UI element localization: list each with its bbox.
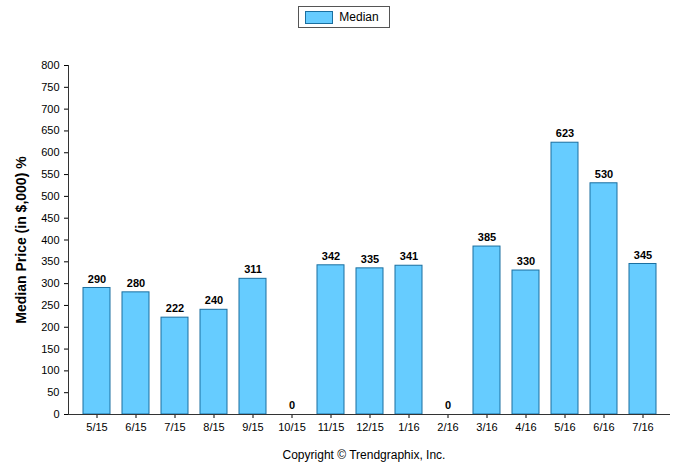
svg-text:2/16: 2/16 xyxy=(437,421,458,433)
svg-text:100: 100 xyxy=(41,364,59,376)
svg-text:311: 311 xyxy=(244,263,262,275)
svg-text:345: 345 xyxy=(634,249,652,261)
svg-text:5/15: 5/15 xyxy=(86,421,107,433)
svg-text:11/15: 11/15 xyxy=(318,421,345,433)
svg-text:335: 335 xyxy=(361,253,379,265)
svg-text:600: 600 xyxy=(41,146,59,158)
svg-text:7/16: 7/16 xyxy=(632,421,653,433)
svg-text:250: 250 xyxy=(41,299,59,311)
svg-text:650: 650 xyxy=(41,124,59,136)
html-text:Median: Median xyxy=(339,10,379,24)
svg-text:385: 385 xyxy=(478,231,496,243)
svg-text:Median Price (in $,000) %: Median Price (in $,000) % xyxy=(13,156,29,324)
svg-text:10/15: 10/15 xyxy=(278,421,306,433)
svg-text:290: 290 xyxy=(88,273,106,285)
svg-text:330: 330 xyxy=(517,255,535,267)
svg-text:1/16: 1/16 xyxy=(398,421,419,433)
svg-text:6/16: 6/16 xyxy=(593,421,614,433)
svg-text:50: 50 xyxy=(47,386,59,398)
svg-text:400: 400 xyxy=(41,234,59,246)
svg-text:200: 200 xyxy=(41,321,59,333)
svg-text:222: 222 xyxy=(166,302,184,314)
svg-text:4/16: 4/16 xyxy=(515,421,536,433)
html-text:Copyright © Trendgraphix, Inc.: Copyright © Trendgraphix, Inc. xyxy=(282,448,446,462)
svg-text:8/15: 8/15 xyxy=(203,421,224,433)
svg-text:500: 500 xyxy=(41,190,59,202)
svg-text:450: 450 xyxy=(41,212,59,224)
svg-text:3/16: 3/16 xyxy=(476,421,497,433)
svg-text:800: 800 xyxy=(41,59,59,71)
svg-text:0: 0 xyxy=(53,408,59,420)
svg-text:6/15: 6/15 xyxy=(125,421,146,433)
svg-text:700: 700 xyxy=(41,103,59,115)
svg-text:300: 300 xyxy=(41,277,59,289)
svg-text:550: 550 xyxy=(41,168,59,180)
svg-text:623: 623 xyxy=(556,127,574,139)
svg-text:5/16: 5/16 xyxy=(554,421,575,433)
svg-text:150: 150 xyxy=(41,343,59,355)
svg-text:9/15: 9/15 xyxy=(242,421,263,433)
svg-text:350: 350 xyxy=(41,255,59,267)
svg-text:0: 0 xyxy=(445,399,451,411)
svg-text:530: 530 xyxy=(595,168,613,180)
svg-text:342: 342 xyxy=(322,250,340,262)
svg-text:280: 280 xyxy=(127,277,145,289)
svg-text:12/15: 12/15 xyxy=(356,421,384,433)
svg-text:240: 240 xyxy=(205,294,223,306)
svg-text:341: 341 xyxy=(400,250,418,262)
svg-text:750: 750 xyxy=(41,81,59,93)
svg-text:7/15: 7/15 xyxy=(164,421,185,433)
svg-text:0: 0 xyxy=(289,399,295,411)
